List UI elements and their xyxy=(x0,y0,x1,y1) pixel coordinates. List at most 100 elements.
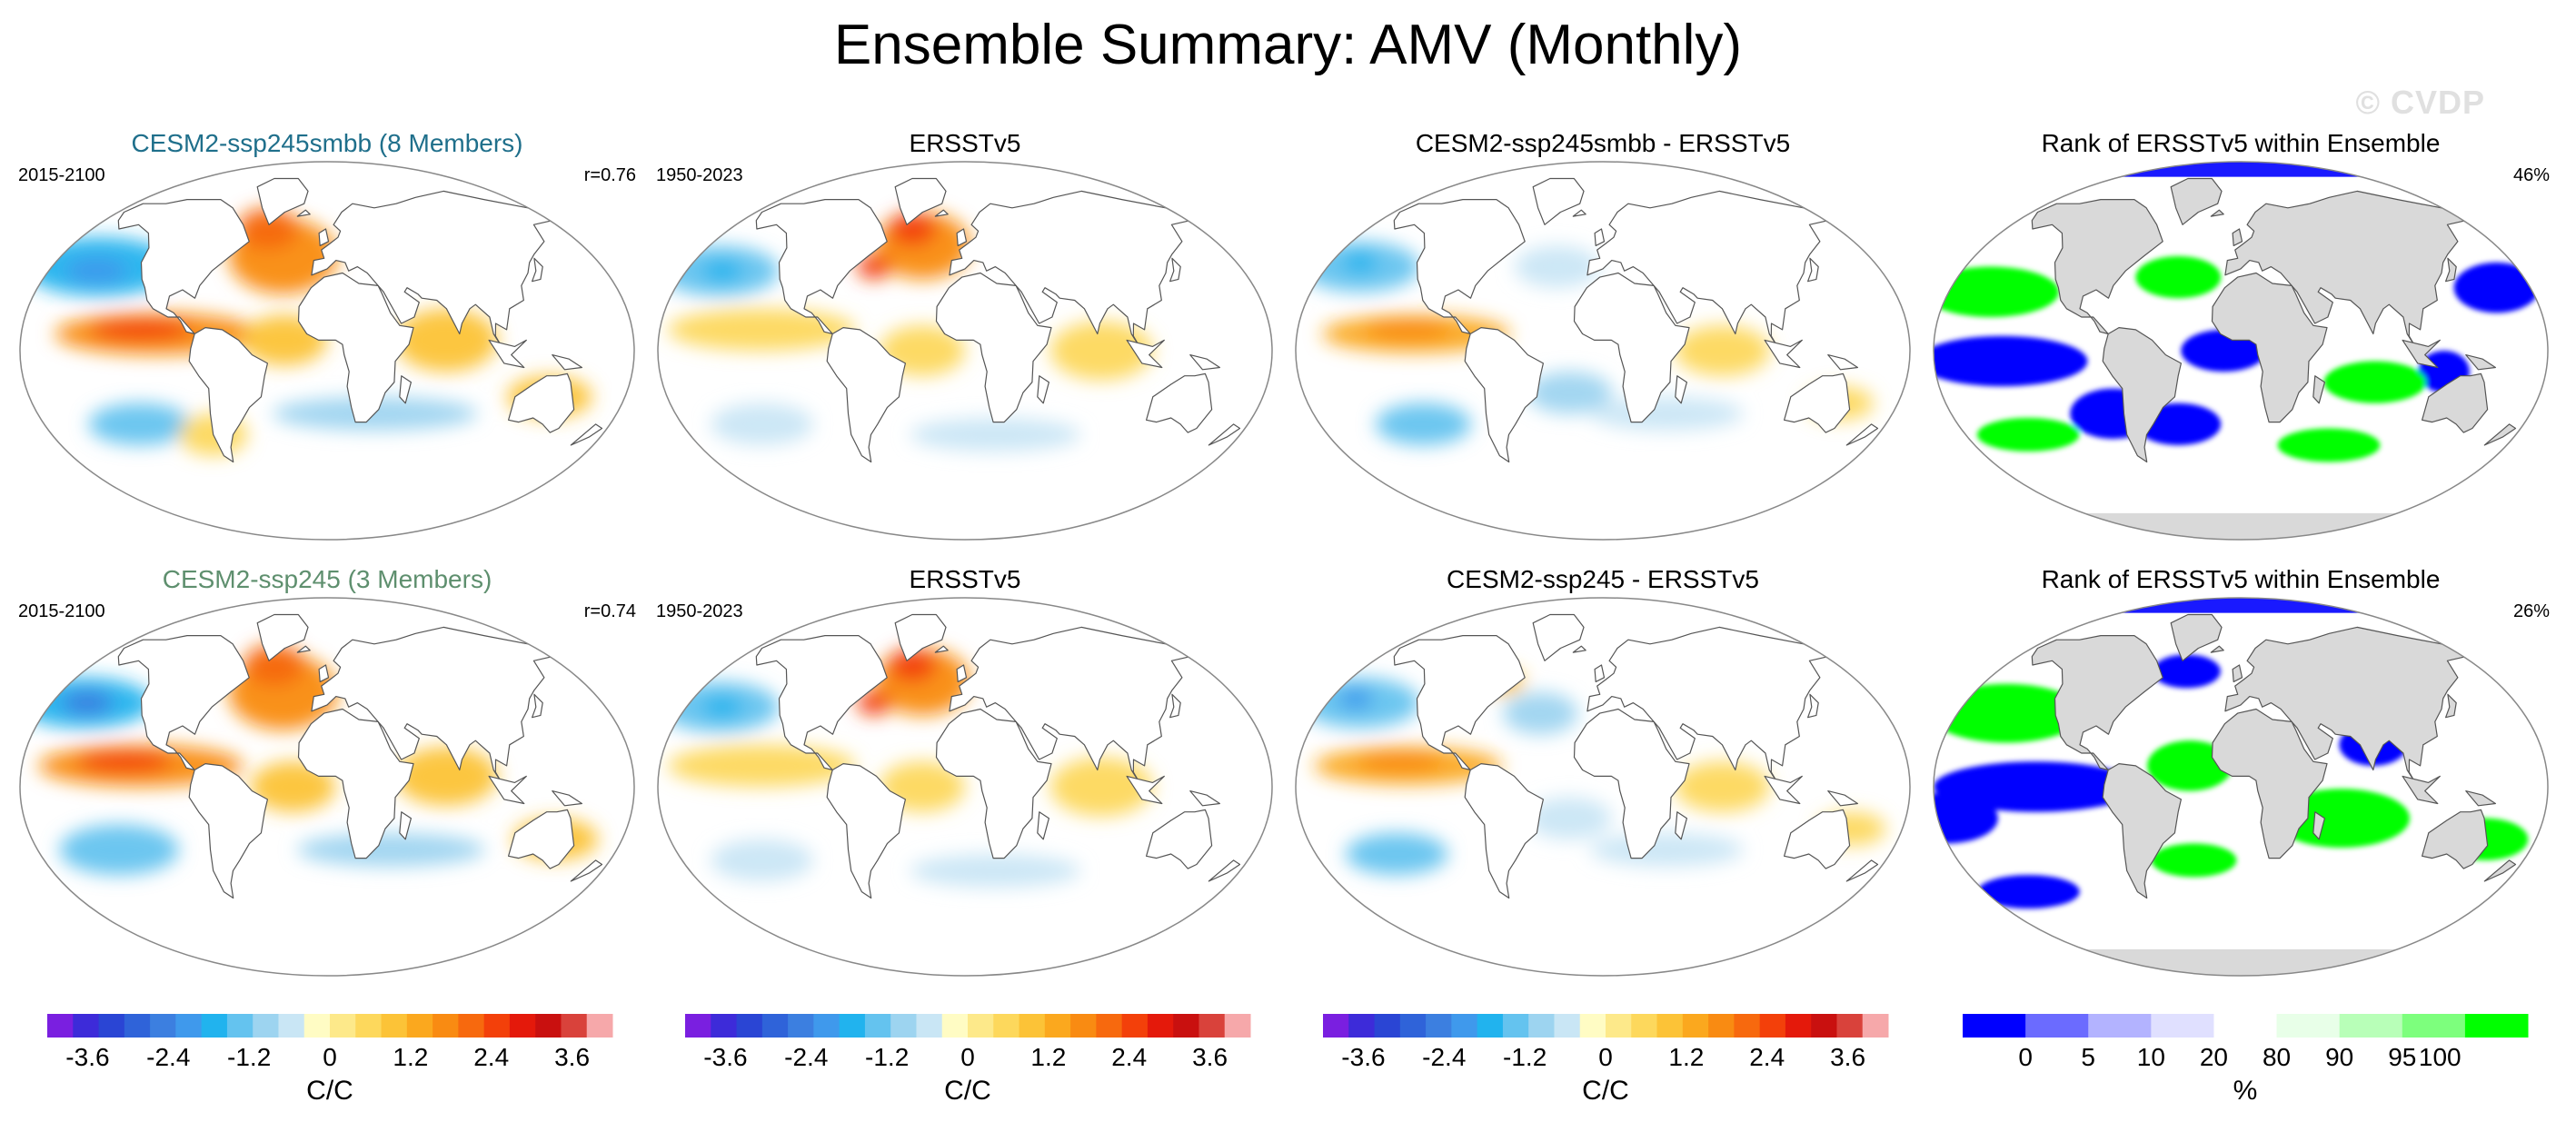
continent-12 xyxy=(2210,645,2224,653)
continent-5 xyxy=(1532,177,1585,225)
colorbar-tick-label: 0 xyxy=(960,1043,975,1071)
continent-8 xyxy=(2444,257,2457,283)
continent-2 xyxy=(949,626,1191,786)
field-blob-4 xyxy=(1977,875,2080,909)
continent-10 xyxy=(552,354,583,371)
panel-period-label: 2015-2100 xyxy=(18,165,105,185)
map-border xyxy=(1295,597,1911,977)
continent-12 xyxy=(1572,645,1586,653)
continent-5 xyxy=(2170,613,2223,661)
continent-4 xyxy=(1783,809,1851,869)
continent-2 xyxy=(311,190,553,350)
colorbar-swatch xyxy=(586,1014,613,1038)
colorbar-swatch xyxy=(1734,1014,1761,1038)
continent-2 xyxy=(949,190,1191,350)
field-blob-3 xyxy=(297,832,485,867)
continent-10 xyxy=(2465,790,2497,807)
continent-9 xyxy=(1037,375,1049,404)
continent-11 xyxy=(570,859,603,882)
field-blob-2 xyxy=(88,402,192,445)
field-blob-4 xyxy=(1365,319,1451,341)
colorbar-swatch xyxy=(1399,1014,1427,1038)
continent-8 xyxy=(1169,257,1181,283)
continent-8 xyxy=(2444,693,2457,719)
continent-10 xyxy=(1827,790,1859,807)
field-blob-7 xyxy=(2135,256,2222,299)
continent-6 xyxy=(2402,775,2441,805)
colorbar-swatch xyxy=(1426,1014,1452,1038)
colorbar-swatch xyxy=(1451,1014,1478,1038)
colorbar-tick-label: 10 xyxy=(2136,1043,2165,1071)
continents xyxy=(755,177,1241,463)
continent-11 xyxy=(2483,423,2517,446)
colorbar-swatch xyxy=(150,1014,176,1038)
field-blob-1 xyxy=(1338,688,1373,710)
rank-colorbar xyxy=(1963,1014,2529,1038)
continent-4 xyxy=(2421,809,2489,869)
map-border xyxy=(1933,161,2549,541)
continent-4 xyxy=(507,372,575,433)
panel-period-label: 1950-2023 xyxy=(656,601,743,621)
colorbar-tick-label: 0 xyxy=(1598,1043,1613,1071)
colorbar-swatch xyxy=(1121,1014,1149,1038)
continent-3 xyxy=(297,708,414,859)
colorbar-swatch xyxy=(1631,1014,1658,1038)
colorbar-swatch xyxy=(916,1014,943,1038)
continent-4 xyxy=(1783,372,1851,433)
panel-percent-label: 26% xyxy=(2512,601,2550,621)
continent-7 xyxy=(2232,228,2243,247)
continent-0 xyxy=(2031,634,2163,771)
map-border xyxy=(19,597,635,977)
colorbar-swatch xyxy=(381,1014,408,1038)
colorbar-swatch xyxy=(458,1014,485,1038)
colorbar-tick-label: 3.6 xyxy=(1192,1043,1228,1071)
continent-10 xyxy=(1189,354,1221,371)
colorbar-swatch xyxy=(839,1014,866,1038)
field-blob-5 xyxy=(857,253,891,280)
antarctica xyxy=(1934,512,2548,540)
colorbar-swatch xyxy=(1656,1014,1684,1038)
continent-9 xyxy=(2312,375,2325,404)
colorbar-tick-label: 3.6 xyxy=(554,1043,591,1071)
colorbar-swatch xyxy=(535,1014,562,1038)
colorbar-swatch xyxy=(2025,1014,2089,1038)
colorbar-swatch xyxy=(2088,1014,2152,1038)
watermark-logo: © CVDP xyxy=(2355,84,2485,121)
continent-9 xyxy=(1037,811,1049,840)
continent-7 xyxy=(1594,228,1606,247)
colorbar-swatch xyxy=(303,1014,331,1038)
continent-1 xyxy=(826,763,906,899)
colorbar-swatch xyxy=(2339,1014,2403,1038)
colorbar-swatch xyxy=(1708,1014,1735,1038)
colorbar-tick-label: 3.6 xyxy=(1830,1043,1866,1071)
field-blob-8 xyxy=(2323,361,2427,403)
field-blob-7 xyxy=(1049,757,1153,817)
colorbar-tick-label: -1.2 xyxy=(865,1043,910,1071)
continent-11 xyxy=(1845,859,1879,882)
field-blob-4 xyxy=(2453,262,2540,313)
colorbar-tick-label: -2.4 xyxy=(784,1043,829,1071)
colorbar-swatch xyxy=(813,1014,840,1038)
colorbar-tick-label: -3.6 xyxy=(1341,1043,1386,1071)
colorbar-swatch xyxy=(1173,1014,1199,1038)
continent-0 xyxy=(1393,634,1526,771)
map-panel-r1c2 xyxy=(657,161,1273,541)
panel-title: CESM2-ssp245smbb - ERSSTv5 xyxy=(1415,129,1791,157)
continents xyxy=(1393,177,1879,463)
map-border xyxy=(657,161,1273,541)
field-blob-7 xyxy=(1674,761,1771,812)
continent-10 xyxy=(552,790,583,807)
continent-1 xyxy=(2102,763,2182,899)
field-blob-6 xyxy=(667,308,856,351)
field-blob-7 xyxy=(1527,372,1613,414)
continent-10 xyxy=(1827,354,1859,371)
continent-9 xyxy=(399,811,412,840)
colorbar-tick-label: -3.6 xyxy=(703,1043,748,1071)
continent-1 xyxy=(188,327,268,463)
panel-correlation-label: r=0.74 xyxy=(583,601,636,621)
colorbar-swatch xyxy=(73,1014,100,1038)
colorbar-tick-label: 95 xyxy=(2388,1043,2417,1071)
colorbar-swatch xyxy=(711,1014,738,1038)
colorbar-swatch xyxy=(1323,1014,1349,1038)
continents xyxy=(2031,177,2517,463)
